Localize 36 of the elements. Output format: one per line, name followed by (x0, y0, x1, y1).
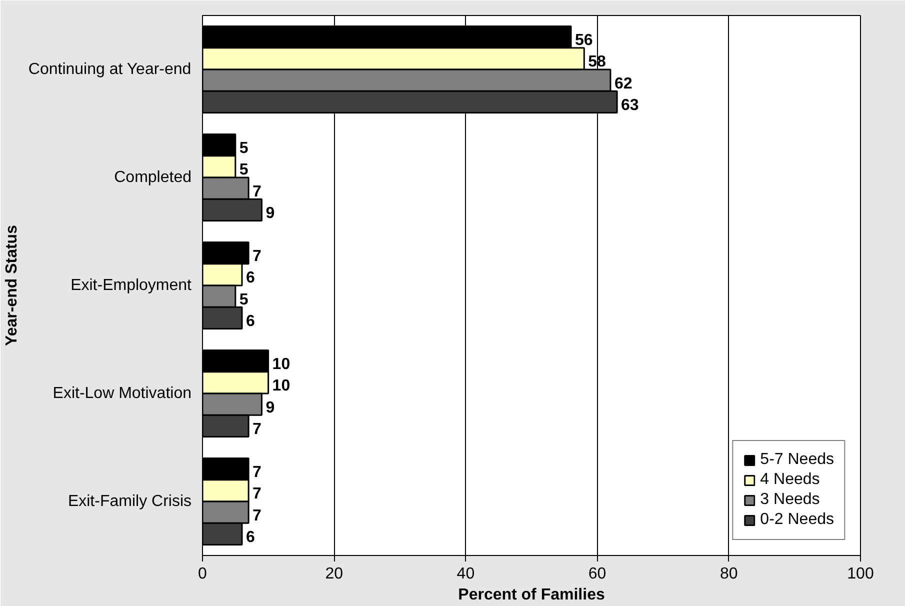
data-label: 10 (272, 378, 290, 395)
x-tick-label: 20 (325, 566, 344, 582)
data-label: 9 (266, 204, 275, 222)
data-label: 7 (252, 464, 262, 482)
data-label: 56 (574, 32, 593, 50)
data-label: 9 (266, 399, 275, 416)
data-label: 7 (252, 486, 262, 503)
x-tick-label: 60 (588, 566, 606, 582)
x-tick-label: 80 (720, 566, 738, 582)
data-label: 6 (246, 270, 255, 287)
y-tick-label: Continuing at Year-end (28, 61, 192, 78)
data-label: 6 (246, 528, 255, 546)
x-axis-title: Percent of Families (458, 586, 605, 604)
y-tick-label: Completed (114, 169, 192, 186)
data-label: 7 (252, 183, 262, 200)
data-label: 62 (614, 75, 632, 92)
data-label: 7 (252, 507, 262, 524)
y-tick-label: Exit-Employment (70, 277, 192, 294)
legend-label: 4 Needs (760, 471, 820, 489)
data-label: 5 (239, 291, 248, 308)
legend-label: 0-2 Needs (760, 511, 834, 529)
y-axis-title: Year-end Status (3, 224, 20, 346)
legend-label: 3 Needs (760, 491, 820, 509)
data-label: 7 (252, 420, 262, 438)
y-tick-label: Exit-Family Crisis (68, 493, 192, 510)
y-tick-label: Exit-Low Motivation (52, 385, 192, 402)
data-label: 6 (246, 312, 255, 330)
x-tick-label: 100 (847, 566, 874, 582)
data-label: 5 (239, 140, 248, 158)
data-label: 5 (239, 162, 248, 179)
data-label: 10 (272, 356, 290, 374)
x-tick-label: 0 (198, 566, 208, 582)
data-label: 63 (621, 96, 639, 114)
legend-label: 5-7 Needs (760, 451, 834, 469)
data-label: 7 (252, 248, 262, 266)
x-tick-label: 40 (456, 566, 475, 582)
